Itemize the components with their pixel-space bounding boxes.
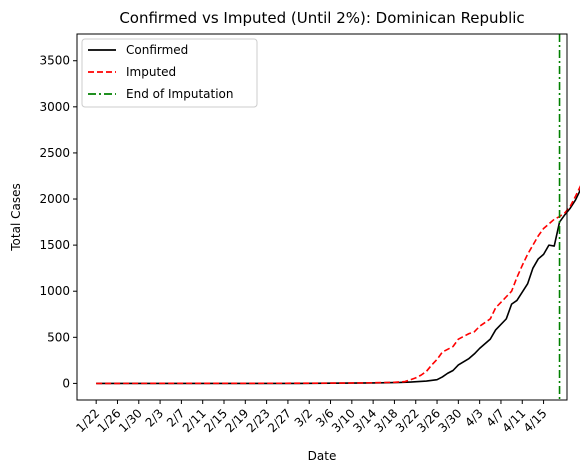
y-tick-label: 2000 [39, 192, 70, 206]
y-tick-label: 3000 [39, 100, 70, 114]
series-layer [96, 34, 580, 400]
legend: Confirmed Imputed End of Imputation [81, 38, 258, 108]
y-tick-label: 500 [47, 330, 70, 344]
y-tick-label: 1500 [39, 238, 70, 252]
y-tick-label: 3500 [39, 54, 70, 68]
series-line-imputed [96, 185, 580, 385]
y-tick-label: 0 [62, 376, 70, 390]
y-axis-label: Total Cases [9, 183, 23, 251]
legend-label-confirmed: Confirmed [126, 43, 188, 57]
x-axis-label: Date [308, 449, 337, 463]
y-axis-ticks: 0 500 1000 1500 2000 2500 3000 3500 [39, 54, 77, 390]
legend-box [81, 38, 258, 108]
legend-label-end-of-imputation: End of Imputation [126, 87, 234, 101]
chart-title: Confirmed vs Imputed (Until 2%): Dominic… [119, 9, 524, 27]
y-tick-label: 1000 [39, 284, 70, 298]
y-tick-label: 2500 [39, 146, 70, 160]
plot-frame [76, 33, 568, 401]
legend-label-imputed: Imputed [126, 65, 176, 79]
series-line-confirmed [96, 188, 580, 385]
